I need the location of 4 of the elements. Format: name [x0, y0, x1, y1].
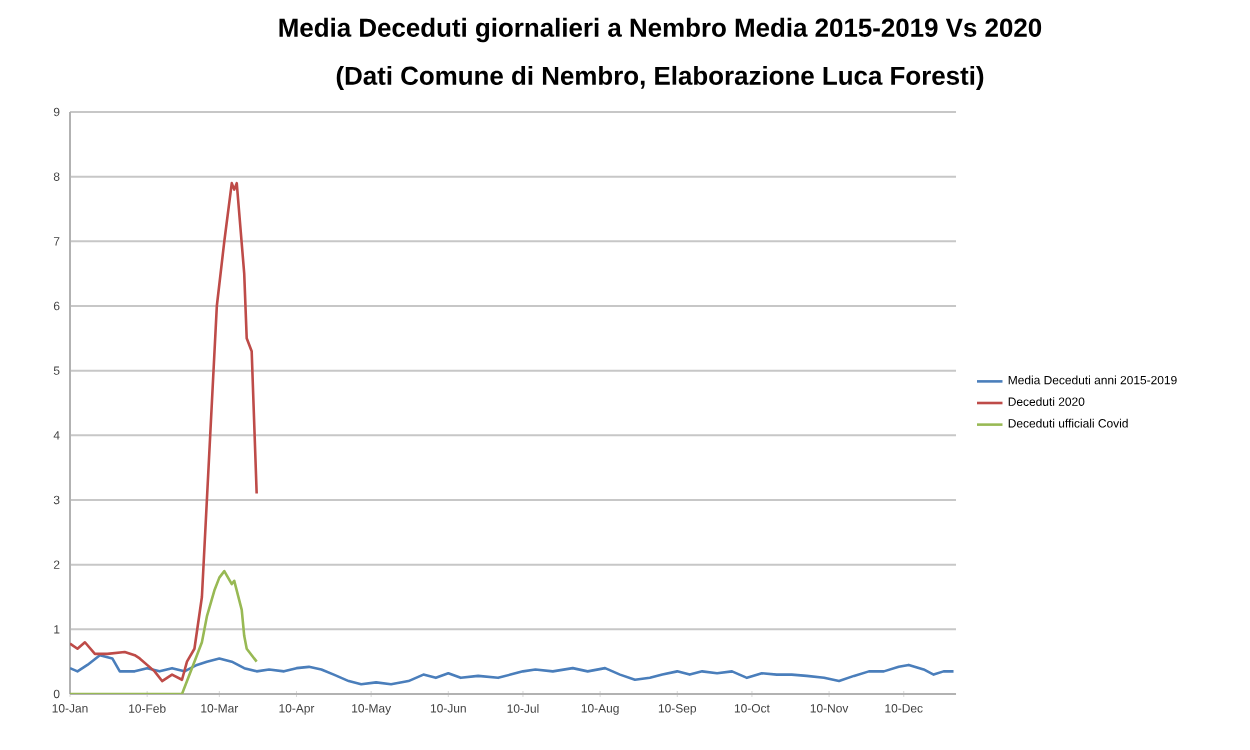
line-series: [70, 653, 955, 686]
chart-title: Media Deceduti giornalieri a Nembro Media 2015-2019 Vs 2020: [279, 17, 1042, 43]
line-series: [70, 569, 258, 694]
chart-subtitle: (Dati Comune di Nembro, Elaborazione Luca Foresti): [336, 65, 984, 91]
